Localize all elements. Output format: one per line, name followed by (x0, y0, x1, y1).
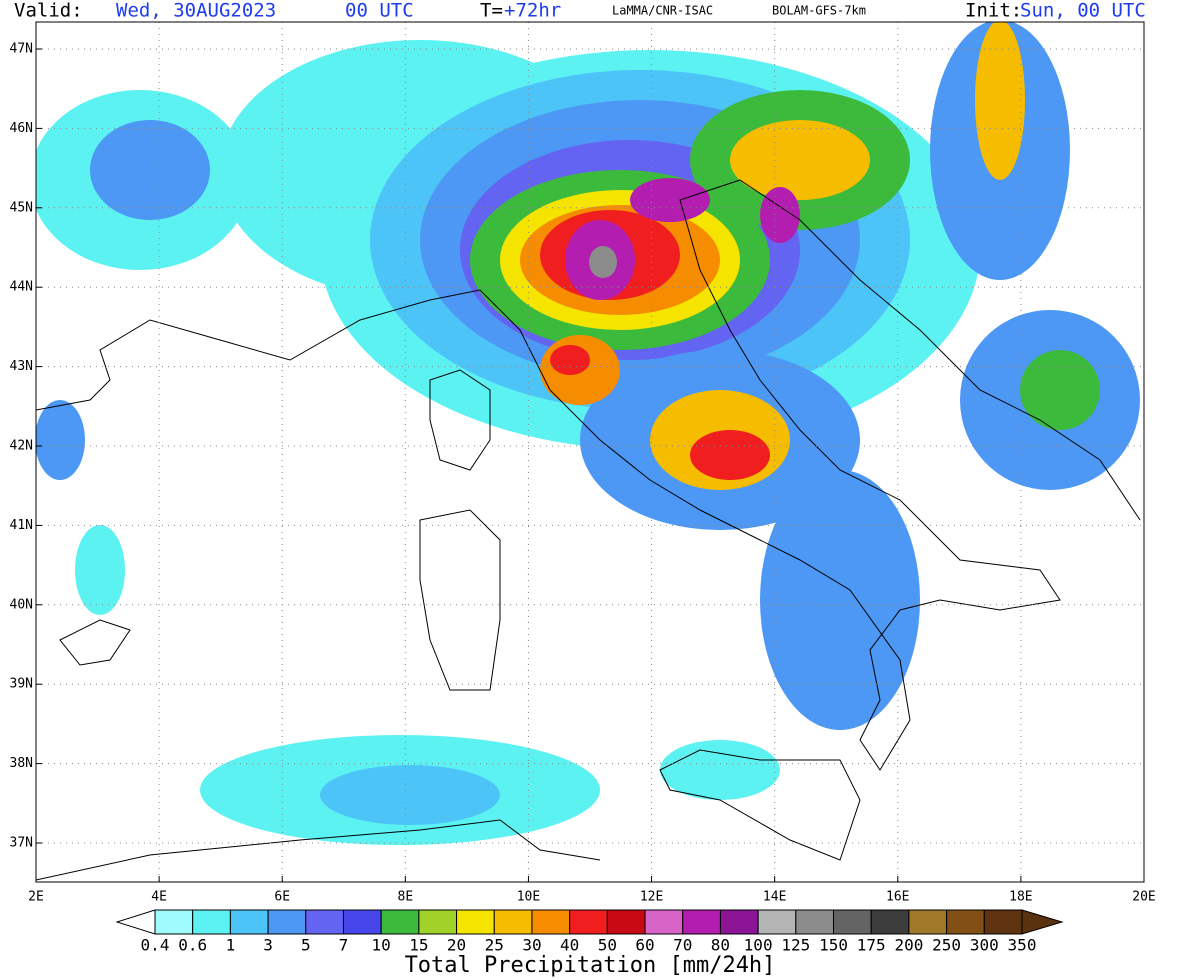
colorbar-level: 1 (226, 936, 236, 955)
colorbar-level: 80 (711, 936, 730, 955)
colorbar-level: 125 (781, 936, 810, 955)
colorbar-level: 10 (372, 936, 391, 955)
colorbar-swatch (192, 909, 231, 935)
colorbar-swatch (342, 909, 382, 935)
colorbar-level: 3 (263, 936, 273, 955)
colorbar-level: 150 (819, 936, 848, 955)
colorbar-swatch (305, 909, 344, 935)
colorbar-level: 300 (970, 936, 999, 955)
colorbar-under (115, 909, 156, 935)
valid-date: Wed, 30AUG2023 (116, 0, 276, 22)
colorbar-level: 7 (339, 936, 349, 955)
colorbar-level: 50 (598, 936, 617, 955)
lat-label: 38N (10, 756, 33, 771)
colorbar-level: 60 (635, 936, 654, 955)
colorbar-swatch (606, 909, 646, 935)
colorbar-level: 30 (522, 936, 541, 955)
colorbar-swatch (870, 909, 910, 935)
lat-label: 44N (10, 280, 33, 295)
colorbar-level: 350 (1008, 936, 1037, 955)
lat-label: 47N (10, 42, 33, 57)
lon-label: 8E (398, 890, 414, 905)
lon-label: 14E (763, 890, 786, 905)
colorbar: 0.4 0.6 1 3 5 7 10 15 20 25 30 40 50 60 70 80 100 125 150 1… (115, 909, 1064, 955)
init-label: Init: (965, 0, 1022, 22)
colorbar-swatch (569, 909, 608, 935)
colorbar-title: Total Precipitation [mm/24h] (405, 953, 776, 978)
lat-label: 43N (10, 359, 33, 374)
colorbar-swatch (644, 909, 684, 935)
colorbar-level: 40 (560, 936, 579, 955)
lon-label: 12E (640, 890, 663, 905)
colorbar-over (1021, 909, 1064, 935)
colorbar-swatch (380, 909, 420, 935)
init-time: Sun, 00 UTC (1020, 0, 1146, 22)
lon-label: 6E (274, 890, 290, 905)
precipitation-field (36, 22, 1140, 845)
colorbar-level: 0.6 (178, 936, 207, 955)
colorbar-swatch (531, 909, 571, 935)
colorbar-swatch (795, 909, 835, 935)
colorbar-level: 100 (744, 936, 773, 955)
colorbar-swatch (833, 909, 872, 935)
colorbar-swatch (946, 909, 985, 935)
colorbar-level: 0.4 (141, 936, 170, 955)
valid-label: Valid: (14, 0, 83, 22)
lat-label: 39N (10, 677, 33, 692)
colorbar-level: 200 (894, 936, 923, 955)
colorbar-swatch (719, 909, 759, 935)
lead-time: +72hr (504, 0, 561, 22)
header: Valid: Wed, 30AUG2023 00 UTC T= +72hr La… (14, 0, 1146, 22)
lon-label: 18E (1009, 890, 1032, 905)
lat-label: 41N (10, 518, 33, 533)
map-frame (35, 21, 1145, 883)
lead-label: T= (480, 0, 503, 22)
colorbar-swatch (682, 909, 721, 935)
lat-label: 42N (10, 439, 33, 454)
lon-label: 10E (517, 890, 540, 905)
colorbar-swatch (267, 909, 307, 935)
lon-label: 2E (28, 890, 44, 905)
colorbar-level: 15 (409, 936, 428, 955)
coastlines (36, 179, 1141, 881)
model: BOLAM-GFS-7km (772, 4, 866, 18)
colorbar-level: 250 (932, 936, 961, 955)
source: LaMMA/CNR-ISAC (612, 4, 713, 18)
colorbar-swatch (154, 909, 194, 935)
colorbar-swatch (229, 909, 269, 935)
colorbar-swatch (418, 909, 458, 935)
axis-labels: 47N 46N 45N 44N 43N 42N 41N 40N 39N 38N 37N 2E 4E 6E 8… (10, 42, 1156, 905)
lat-label: 40N (10, 597, 33, 612)
valid-hour: 00 UTC (345, 0, 414, 22)
lat-label: 37N (10, 836, 33, 851)
lat-label: 46N (10, 121, 33, 136)
lon-label: 4E (151, 890, 167, 905)
lon-label: 20E (1132, 890, 1155, 905)
colorbar-level: 175 (857, 936, 886, 955)
colorbar-swatch (908, 909, 948, 935)
colorbar-swatch (757, 909, 797, 935)
colorbar-swatch (456, 909, 495, 935)
colorbar-level: 70 (673, 936, 692, 955)
colorbar-level: 5 (301, 936, 311, 955)
lat-label: 45N (10, 200, 33, 215)
colorbar-level: 25 (485, 936, 504, 955)
colorbar-swatch (493, 909, 533, 935)
colorbar-swatch (983, 909, 1023, 935)
lon-label: 16E (886, 890, 909, 905)
colorbar-level: 20 (447, 936, 466, 955)
